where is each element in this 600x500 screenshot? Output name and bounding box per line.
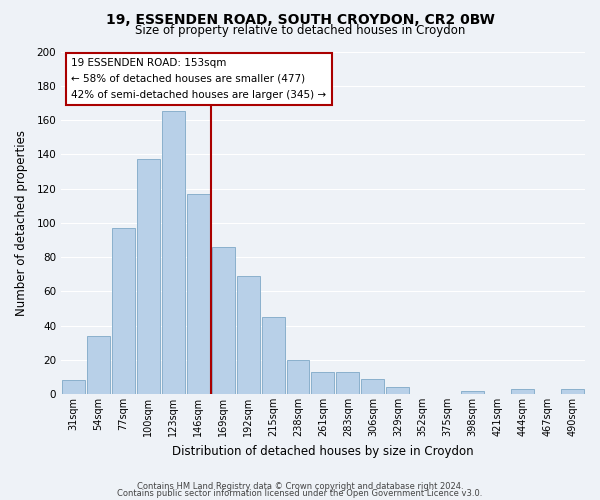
Bar — [62, 380, 85, 394]
Bar — [212, 246, 235, 394]
Bar — [361, 378, 385, 394]
Bar — [511, 389, 534, 394]
Bar — [262, 317, 284, 394]
Bar — [137, 160, 160, 394]
Bar — [461, 390, 484, 394]
Bar — [162, 112, 185, 394]
Bar — [386, 387, 409, 394]
Bar — [236, 276, 260, 394]
Bar — [287, 360, 310, 394]
Text: Contains public sector information licensed under the Open Government Licence v3: Contains public sector information licen… — [118, 490, 482, 498]
Text: Size of property relative to detached houses in Croydon: Size of property relative to detached ho… — [135, 24, 465, 37]
Bar — [311, 372, 334, 394]
Bar — [337, 372, 359, 394]
Bar — [187, 194, 209, 394]
Text: 19, ESSENDEN ROAD, SOUTH CROYDON, CR2 0BW: 19, ESSENDEN ROAD, SOUTH CROYDON, CR2 0B… — [106, 12, 494, 26]
Y-axis label: Number of detached properties: Number of detached properties — [15, 130, 28, 316]
Bar — [112, 228, 135, 394]
Bar — [561, 389, 584, 394]
Bar — [87, 336, 110, 394]
Text: Contains HM Land Registry data © Crown copyright and database right 2024.: Contains HM Land Registry data © Crown c… — [137, 482, 463, 491]
Text: 19 ESSENDEN ROAD: 153sqm
← 58% of detached houses are smaller (477)
42% of semi-: 19 ESSENDEN ROAD: 153sqm ← 58% of detach… — [71, 58, 326, 100]
X-axis label: Distribution of detached houses by size in Croydon: Distribution of detached houses by size … — [172, 444, 474, 458]
